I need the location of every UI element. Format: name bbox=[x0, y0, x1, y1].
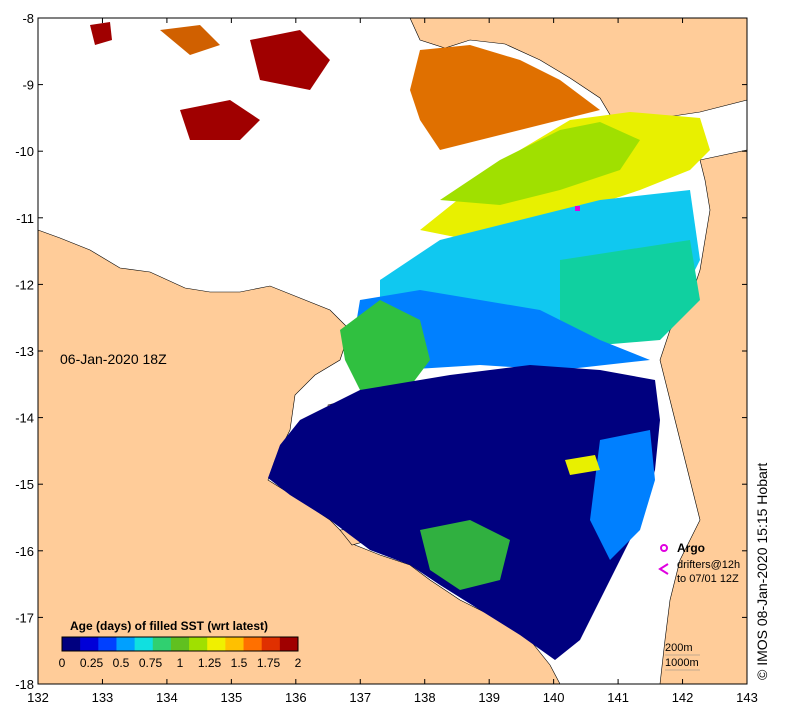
sst-patch-green-south bbox=[420, 520, 510, 590]
colorbar-swatch bbox=[189, 637, 208, 651]
y-tick-label: -9 bbox=[22, 78, 34, 93]
y-axis: -8 -9 -10 -11 -12 -13 -14 -15 -16 -17 -18 bbox=[15, 11, 747, 692]
x-tick-label: 140 bbox=[543, 690, 565, 705]
x-tick-label: 141 bbox=[607, 690, 629, 705]
colorbar-swatch bbox=[170, 637, 190, 651]
y-tick-label: -18 bbox=[15, 677, 34, 692]
sst-recent-navy bbox=[268, 365, 660, 660]
colorbar-ticks: 0 0.25 0.5 0.75 1 1.25 1.5 1.75 2 bbox=[59, 656, 302, 670]
colorbar-frame bbox=[61, 636, 299, 652]
x-tick-label: 135 bbox=[221, 690, 243, 705]
sst-patch-red-1 bbox=[180, 100, 260, 140]
colorbar-tick-label: 1.25 bbox=[198, 656, 222, 670]
y-tick-label: -13 bbox=[15, 344, 34, 359]
colorbar-tick-label: 1.75 bbox=[257, 656, 281, 670]
colorbar-tick-label: 1 bbox=[177, 656, 184, 670]
x-tick-label: 138 bbox=[414, 690, 436, 705]
y-tick-label: -10 bbox=[15, 144, 34, 159]
colorbar-swatch bbox=[80, 637, 99, 651]
contour-1000m-label: 1000m bbox=[665, 657, 699, 669]
colorbar-swatch bbox=[225, 637, 245, 651]
colorbar-tick-label: 2 bbox=[295, 656, 302, 670]
x-axis: 132 133 134 135 136 137 138 139 140 141 142 143 bbox=[27, 18, 758, 705]
contour-200m-label: 200m bbox=[665, 642, 693, 654]
y-tick-label: -15 bbox=[15, 477, 34, 492]
colorbar-tick-label: 0.75 bbox=[139, 656, 163, 670]
colorbar-title: Age (days) of filled SST (wrt latest) bbox=[70, 619, 268, 633]
argo-legend-icon bbox=[660, 544, 668, 552]
colorbar bbox=[61, 636, 299, 652]
argo-float-marker bbox=[575, 206, 580, 211]
y-tick-label: -12 bbox=[15, 277, 34, 292]
y-tick-label: -14 bbox=[15, 411, 34, 426]
colorbar-tick-label: 0.25 bbox=[80, 656, 104, 670]
sst-patch-red-2 bbox=[250, 30, 330, 90]
x-tick-label: 134 bbox=[156, 690, 178, 705]
colorbar-swatch bbox=[243, 637, 263, 651]
x-tick-label: 136 bbox=[285, 690, 307, 705]
colorbar-swatch bbox=[152, 637, 172, 651]
contour-legend: 200m 1000m bbox=[665, 642, 700, 671]
colorbar-swatch bbox=[279, 637, 299, 651]
colorbar-swatch bbox=[116, 637, 136, 651]
colorbar-swatch bbox=[134, 637, 154, 651]
date-label: 06-Jan-2020 18Z bbox=[60, 351, 167, 367]
drifters-legend-line1: drifters@12h bbox=[677, 559, 740, 571]
y-tick-label: -11 bbox=[16, 211, 34, 226]
legend: Argo drifters@12h to 07/01 12Z bbox=[658, 541, 740, 585]
colorbar-swatch bbox=[261, 637, 281, 651]
colorbar-swatch bbox=[207, 637, 226, 651]
sst-band-green-coast bbox=[340, 300, 430, 400]
y-tick-label: -17 bbox=[15, 610, 34, 625]
drifter-legend-icon bbox=[658, 563, 669, 575]
colorbar-swatch bbox=[98, 637, 117, 651]
sst-patch-orange-2 bbox=[160, 25, 220, 55]
colorbar-swatch bbox=[62, 637, 81, 651]
x-tick-label: 139 bbox=[478, 690, 500, 705]
sst-patch-cyan-east bbox=[590, 430, 655, 560]
y-tick-label: -8 bbox=[22, 11, 34, 26]
x-tick-label: 132 bbox=[27, 690, 49, 705]
sst-band-teal bbox=[560, 240, 700, 345]
x-tick-label: 142 bbox=[672, 690, 694, 705]
x-tick-label: 137 bbox=[349, 690, 371, 705]
sst-patch-yellow bbox=[565, 455, 600, 475]
x-tick-label: 143 bbox=[736, 690, 758, 705]
sst-patch-orange bbox=[410, 45, 600, 150]
sst-band-green bbox=[440, 122, 640, 205]
argo-legend-label: Argo bbox=[677, 541, 705, 555]
colorbar-tick-label: 0.5 bbox=[113, 656, 130, 670]
colorbar-tick-label: 1.5 bbox=[231, 656, 248, 670]
drifters-legend-line2: to 07/01 12Z bbox=[677, 573, 739, 585]
y-tick-label: -16 bbox=[15, 544, 34, 559]
sst-patch-red-3 bbox=[90, 22, 112, 45]
land-new-guinea bbox=[409, 17, 748, 129]
imos-credit: © IMOS 08-Jan-2020 15:15 Hobart bbox=[754, 462, 770, 680]
x-tick-label: 133 bbox=[92, 690, 114, 705]
colorbar-tick-label: 0 bbox=[59, 656, 66, 670]
